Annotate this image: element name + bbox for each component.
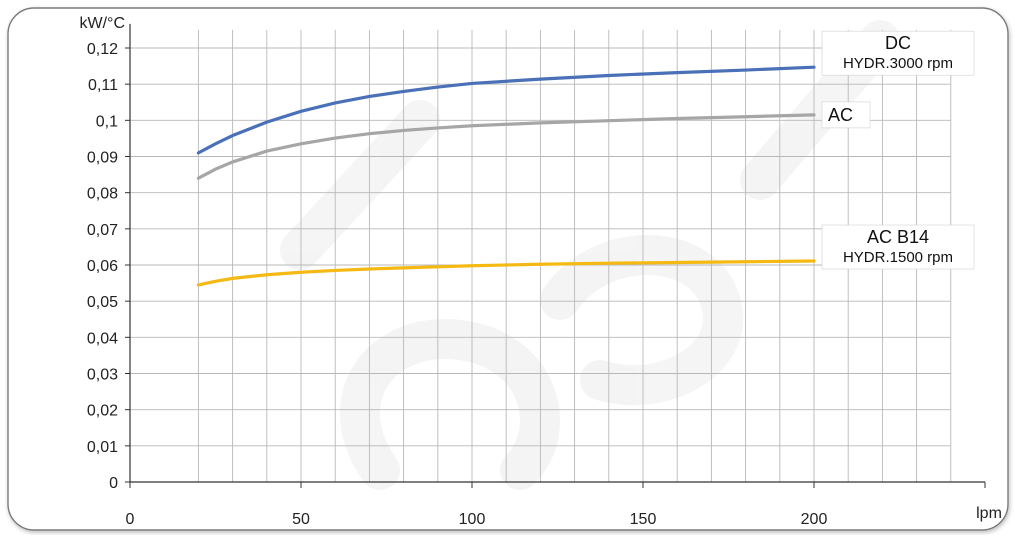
series-line-dc (196, 65, 816, 155)
series-label-box-ac (821, 101, 871, 129)
series-line-ac-b14 (196, 259, 816, 287)
y-tick-label: 0,05 (87, 294, 118, 311)
labels-layer: DC HYDR.3000 rpm AC AC B14 HYDR.1500 rpm (821, 30, 975, 270)
grid (130, 29, 952, 482)
x-tick-label: 0 (126, 511, 135, 528)
series-label-box-dc (821, 30, 975, 76)
y-tick-label: 0,06 (87, 258, 118, 275)
series-layer (196, 65, 816, 287)
chart-frame (7, 7, 1009, 531)
x-tick-label: 100 (459, 511, 486, 528)
y-tick-label: 0,07 (87, 222, 118, 239)
y-tick-label: 0,01 (87, 439, 118, 456)
x-axis-label: lpm (976, 505, 1002, 522)
y-tick-label: 0,08 (87, 186, 118, 203)
y-tick-label: 0,04 (87, 330, 118, 347)
x-tick-label: 200 (801, 511, 828, 528)
x-tick-label: 150 (630, 511, 657, 528)
series-line-ac (196, 113, 816, 180)
y-tick-label: 0,11 (88, 77, 118, 94)
y-axis-label: kW/°C (80, 15, 126, 32)
x-tick-label: 50 (292, 511, 310, 528)
y-tick-label: 0,12 (87, 41, 118, 58)
axes: 0 0,01 0,02 0,03 0,04 0,05 0,06 0,07 0,08 0,09 0,1… (80, 15, 1002, 528)
series-label-dc: DC (885, 33, 911, 53)
series-label-box-ac-b14 (821, 224, 975, 270)
series-sublabel-dc: HYDR.3000 rpm (843, 55, 953, 72)
y-tick-label: 0,09 (87, 150, 118, 167)
y-tick-label: 0 (109, 475, 118, 492)
y-tick-label: 0,1 (96, 113, 118, 130)
series-label-ac: AC (828, 105, 853, 125)
series-label-ac-b14: AC B14 (867, 227, 929, 247)
y-tick-label: 0,02 (87, 403, 118, 420)
y-tick-label: 0,03 (87, 367, 118, 384)
series-sublabel-ac-b14: HYDR.1500 rpm (843, 249, 953, 266)
